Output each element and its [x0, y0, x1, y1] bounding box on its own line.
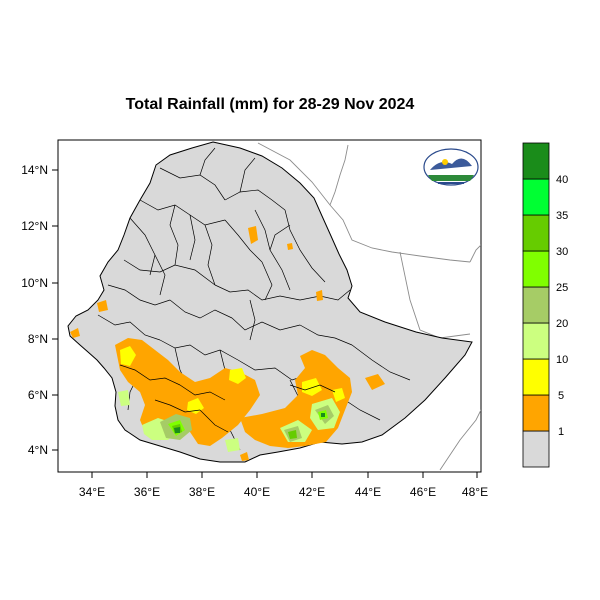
rainfall-5-10mm	[120, 346, 345, 414]
legend-box-3	[522, 322, 550, 360]
x-tick-label: 44°E	[355, 485, 381, 499]
legend-box-8	[522, 142, 550, 180]
legend-box-4	[522, 286, 550, 324]
legend-label: 5	[558, 390, 564, 402]
rainfall-legend: 1 5 10 20 25 30 35 40	[522, 142, 568, 468]
y-tick-label: 10°N	[21, 276, 48, 290]
rainfall-40-plus-mm	[174, 413, 325, 433]
y-axis: 14°N 12°N 10°N 8°N 6°N 4°N	[21, 163, 58, 457]
x-tick-label: 38°E	[189, 485, 215, 499]
meteorology-institute-logo	[423, 148, 479, 186]
x-axis: 34°E 36°E 38°E 40°E 42°E 44°E 46°E 48°E	[79, 472, 488, 499]
legend-box-5	[522, 250, 550, 288]
y-tick-label: 4°N	[28, 443, 48, 457]
map-title: Total Rainfall (mm) for 28-29 Nov 2024	[125, 96, 415, 113]
legend-box-1	[522, 394, 550, 432]
x-tick-label: 36°E	[134, 485, 160, 499]
legend-label: 20	[556, 318, 568, 330]
legend-label: 35	[556, 210, 568, 222]
y-tick-label: 12°N	[21, 219, 48, 233]
legend-box-7	[522, 178, 550, 216]
neighbor-borders	[257, 142, 481, 471]
x-tick-label: 34°E	[79, 485, 105, 499]
legend-label: 10	[556, 354, 568, 366]
x-tick-label: 40°E	[244, 485, 270, 499]
y-tick-label: 6°N	[28, 388, 48, 402]
legend-label: 30	[556, 246, 568, 258]
y-tick-label: 8°N	[28, 332, 48, 346]
x-tick-label: 46°E	[410, 485, 436, 499]
legend-label: 40	[556, 174, 568, 186]
legend-box-6	[522, 214, 550, 252]
legend-label: 1	[558, 426, 564, 438]
admin-borders-south	[119, 364, 336, 433]
legend-box-2	[522, 358, 550, 396]
legend-label: 25	[556, 282, 568, 294]
x-tick-label: 48°E	[462, 485, 488, 499]
y-tick-label: 14°N	[21, 163, 48, 177]
x-tick-label: 42°E	[299, 485, 325, 499]
legend-box-0	[522, 430, 550, 468]
